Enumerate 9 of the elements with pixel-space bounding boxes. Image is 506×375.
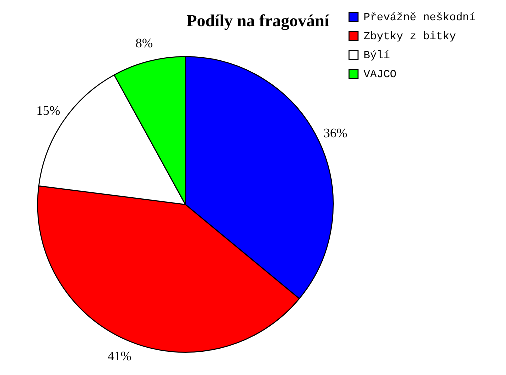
chart-title: Podíly na fragování bbox=[186, 12, 330, 31]
legend-label: Zbytky z bitky bbox=[364, 31, 457, 44]
data-label: 8% bbox=[136, 36, 154, 51]
data-label: 36% bbox=[324, 126, 348, 141]
legend-label: Převážně neškodní bbox=[364, 12, 476, 24]
data-label: 15% bbox=[36, 102, 61, 118]
legend-label: Býlí bbox=[364, 50, 391, 62]
data-label: 41% bbox=[108, 348, 132, 364]
legend-label: VAJCO bbox=[364, 69, 398, 82]
